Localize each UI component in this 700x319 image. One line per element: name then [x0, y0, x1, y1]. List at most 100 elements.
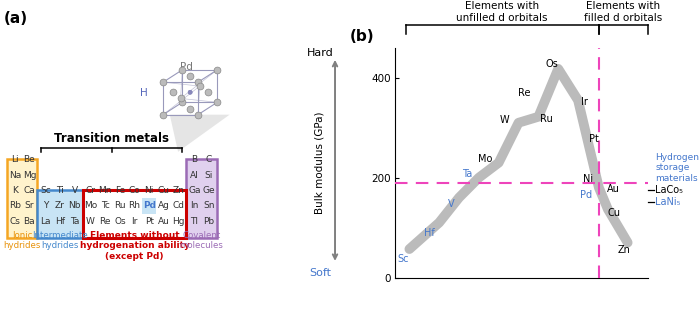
Text: Ti: Ti: [56, 186, 64, 195]
Text: Cu: Cu: [608, 208, 620, 218]
Text: Ru: Ru: [540, 114, 553, 124]
Text: Hf: Hf: [55, 217, 65, 226]
Text: Ca: Ca: [24, 186, 35, 195]
Text: Ni: Ni: [583, 174, 593, 184]
Text: Co: Co: [129, 186, 141, 195]
Text: Be: Be: [24, 155, 35, 164]
Text: Os: Os: [546, 59, 559, 69]
Point: [185, 73, 196, 78]
Point: [193, 112, 204, 117]
Text: H: H: [141, 88, 148, 98]
Point: [211, 67, 223, 72]
Text: Tc: Tc: [101, 202, 110, 211]
Text: Os: Os: [114, 217, 126, 226]
Point: [193, 80, 204, 85]
Text: Hg: Hg: [172, 217, 185, 226]
Text: Cd: Cd: [172, 202, 184, 211]
Text: Si: Si: [205, 171, 214, 180]
Polygon shape: [169, 115, 230, 152]
Text: Nb: Nb: [69, 202, 81, 211]
Text: Ag: Ag: [158, 202, 169, 211]
Text: Rh: Rh: [129, 202, 141, 211]
Text: Al: Al: [190, 171, 199, 180]
Text: Sn: Sn: [203, 202, 215, 211]
FancyBboxPatch shape: [186, 159, 217, 238]
Text: Elements with
unfilled d orbitals: Elements with unfilled d orbitals: [456, 1, 548, 23]
Text: W: W: [86, 217, 95, 226]
Point: [176, 67, 188, 72]
Text: Ta: Ta: [462, 169, 472, 179]
FancyBboxPatch shape: [142, 198, 157, 214]
Text: Cu: Cu: [158, 186, 170, 195]
Point: [175, 96, 186, 101]
Point: [185, 106, 196, 111]
Text: Ionic
hydrides: Ionic hydrides: [4, 231, 41, 250]
Text: Ni: Ni: [144, 186, 154, 195]
Text: Cs: Cs: [9, 217, 20, 226]
Text: Pd: Pd: [180, 62, 193, 72]
Text: C: C: [206, 155, 212, 164]
Text: Sr: Sr: [25, 202, 34, 211]
Text: Zn: Zn: [617, 245, 630, 255]
Text: Soft: Soft: [309, 268, 331, 278]
Point: [167, 90, 178, 95]
Text: In: In: [190, 202, 199, 211]
Text: Covalent
molecules: Covalent molecules: [180, 231, 223, 250]
Point: [185, 90, 196, 95]
Text: Zr: Zr: [55, 202, 65, 211]
Text: V: V: [448, 199, 454, 209]
Text: Au: Au: [608, 184, 620, 194]
Text: Hf: Hf: [424, 227, 435, 238]
Point: [194, 84, 205, 89]
Text: Transition metals: Transition metals: [55, 132, 169, 145]
Text: (a): (a): [4, 11, 28, 26]
Text: Ge: Ge: [203, 186, 216, 195]
Text: V: V: [71, 186, 78, 195]
Text: Elements without
hydrogenation ability
(except Pd): Elements without hydrogenation ability (…: [80, 231, 190, 261]
Text: Ir: Ir: [580, 97, 587, 107]
Text: Sc: Sc: [398, 254, 410, 263]
Text: Mo: Mo: [477, 154, 492, 164]
Text: Pd: Pd: [143, 202, 155, 211]
Text: Sc: Sc: [40, 186, 51, 195]
Text: Ga: Ga: [188, 186, 201, 195]
Text: (b): (b): [350, 29, 374, 44]
Text: Hydrogen
storage
materials: Hydrogen storage materials: [655, 153, 699, 182]
Text: Au: Au: [158, 217, 169, 226]
Text: W: W: [500, 115, 510, 125]
Text: Pb: Pb: [204, 217, 214, 226]
Text: Li: Li: [11, 155, 19, 164]
Point: [158, 80, 169, 85]
Text: Mn: Mn: [99, 186, 112, 195]
Text: Mo: Mo: [84, 202, 97, 211]
Text: Mg: Mg: [22, 171, 36, 180]
Text: Ru: Ru: [114, 202, 126, 211]
Text: B: B: [191, 155, 197, 164]
Text: K: K: [12, 186, 18, 195]
Point: [158, 112, 169, 117]
Text: Elements with
filled d orbitals: Elements with filled d orbitals: [584, 1, 662, 23]
Text: Re: Re: [99, 217, 111, 226]
Text: Ir: Ir: [132, 217, 138, 226]
Point: [176, 100, 188, 105]
Text: La: La: [40, 217, 50, 226]
Text: Ba: Ba: [24, 217, 35, 226]
Text: Hard: Hard: [307, 48, 333, 58]
Text: LaNi₅: LaNi₅: [655, 197, 680, 207]
FancyBboxPatch shape: [37, 190, 83, 238]
Text: Y: Y: [43, 202, 48, 211]
Point: [211, 100, 223, 105]
Text: Pd: Pd: [580, 189, 592, 200]
FancyBboxPatch shape: [83, 190, 186, 238]
Point: [185, 90, 196, 95]
Point: [202, 90, 214, 95]
Text: Fe: Fe: [115, 186, 125, 195]
Text: LaCo₅: LaCo₅: [655, 185, 683, 195]
Text: Tl: Tl: [190, 217, 198, 226]
Text: Cr: Cr: [85, 186, 96, 195]
Text: Re: Re: [518, 88, 531, 98]
Text: Na: Na: [8, 171, 21, 180]
FancyBboxPatch shape: [7, 159, 37, 238]
Text: Rb: Rb: [9, 202, 21, 211]
Text: Ta: Ta: [70, 217, 79, 226]
